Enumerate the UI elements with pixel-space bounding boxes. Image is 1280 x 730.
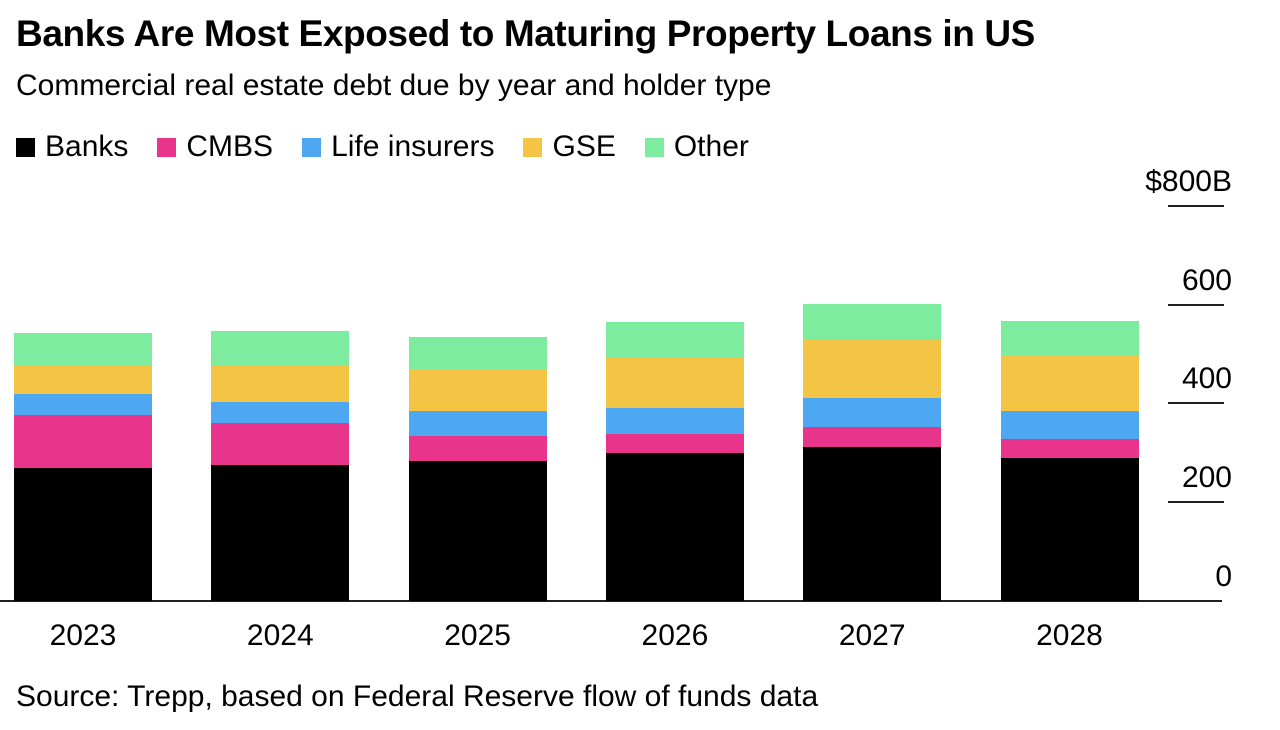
bar-segment-other-2027: [803, 303, 942, 340]
bar-segment-gse-2027: [803, 339, 942, 399]
bar-segment-cmbs-2024: [211, 423, 350, 465]
y-tick-label-200: 200: [1181, 461, 1232, 495]
y-tick-label-400: 400: [1181, 362, 1232, 396]
legend-item-other: Other: [644, 130, 749, 164]
y-tick-800: [1168, 204, 1224, 207]
bar-2028: [1000, 321, 1139, 601]
bar-segment-gse-2028: [1000, 354, 1139, 411]
x-label-2023: 2023: [49, 619, 117, 652]
legend-swatch-other: [644, 137, 664, 157]
y-tick-200: [1168, 501, 1224, 504]
x-label-2027: 2027: [838, 619, 906, 652]
legend-label: Life insurers: [331, 130, 495, 163]
bar-segment-banks-2023: [14, 467, 152, 601]
x-label-2024: 2024: [246, 619, 314, 652]
bar-segment-life-insurers-2025: [408, 410, 547, 436]
y-tick-label-800: $800B: [1145, 164, 1232, 198]
x-label-2026: 2026: [641, 619, 709, 652]
y-tick-400: [1168, 402, 1224, 405]
bar-2023: [14, 333, 152, 601]
bar-2026: [605, 322, 744, 601]
legend-label: Banks: [45, 130, 129, 163]
bar-segment-gse-2025: [408, 369, 547, 411]
y-tick-label-0: 0: [1215, 560, 1232, 593]
bar-segment-banks-2028: [1000, 457, 1139, 601]
legend-item-life-insurers: Life insurers: [302, 130, 494, 164]
legend-swatch-gse: [523, 137, 543, 157]
bar-segment-life-insurers-2028: [1000, 410, 1139, 440]
legend-item-banks: Banks: [16, 130, 128, 164]
legend-label: CMBS: [186, 130, 274, 163]
bar-segment-life-insurers-2026: [605, 408, 744, 435]
bar-segment-banks-2027: [803, 446, 942, 601]
bar-segment-cmbs-2026: [605, 434, 744, 454]
bar-segment-other-2026: [605, 322, 744, 358]
bar-segment-life-insurers-2024: [211, 402, 350, 424]
bar-segment-banks-2024: [211, 464, 350, 601]
chart-legend: Banks CMBS Life insurers GSE Other: [16, 130, 749, 164]
y-tick-label-600: 600: [1181, 263, 1232, 297]
bar-segment-banks-2025: [408, 461, 547, 601]
bar-segment-other-2024: [211, 331, 350, 367]
x-label-2028: 2028: [1036, 619, 1103, 652]
bar-segment-gse-2023: [14, 365, 152, 395]
bar-segment-other-2028: [1000, 321, 1139, 355]
y-tick-600: [1168, 303, 1224, 306]
bar-segment-cmbs-2027: [803, 427, 942, 447]
legend-item-gse: GSE: [523, 130, 616, 164]
x-axis-line: [0, 600, 1222, 602]
chart-subtitle: Commercial real estate debt due by year …: [16, 69, 772, 102]
legend-label: GSE: [552, 130, 616, 163]
chart-title: Banks Are Most Exposed to Maturing Prope…: [16, 13, 1035, 54]
bar-segment-other-2023: [14, 333, 152, 366]
legend-label: Other: [673, 130, 749, 163]
bar-2024: [211, 331, 350, 601]
bar-segment-banks-2026: [605, 453, 744, 601]
bar-segment-cmbs-2023: [14, 415, 152, 468]
bar-segment-other-2025: [408, 337, 547, 370]
bar-segment-cmbs-2028: [1000, 439, 1139, 458]
bar-2027: [803, 303, 942, 601]
bar-segment-cmbs-2025: [408, 435, 547, 462]
bar-segment-gse-2024: [211, 366, 350, 403]
bar-segment-gse-2026: [605, 357, 744, 409]
legend-swatch-banks: [16, 137, 35, 157]
bar-segment-life-insurers-2027: [803, 398, 942, 428]
x-label-2025: 2025: [444, 619, 511, 652]
legend-swatch-cmbs: [157, 137, 177, 157]
source-note: Source: Trepp, based on Federal Reserve …: [16, 680, 819, 713]
legend-item-cmbs: CMBS: [157, 130, 273, 164]
bar-2025: [408, 337, 547, 601]
legend-swatch-life-insurers: [302, 137, 322, 157]
bar-segment-life-insurers-2023: [14, 394, 152, 416]
